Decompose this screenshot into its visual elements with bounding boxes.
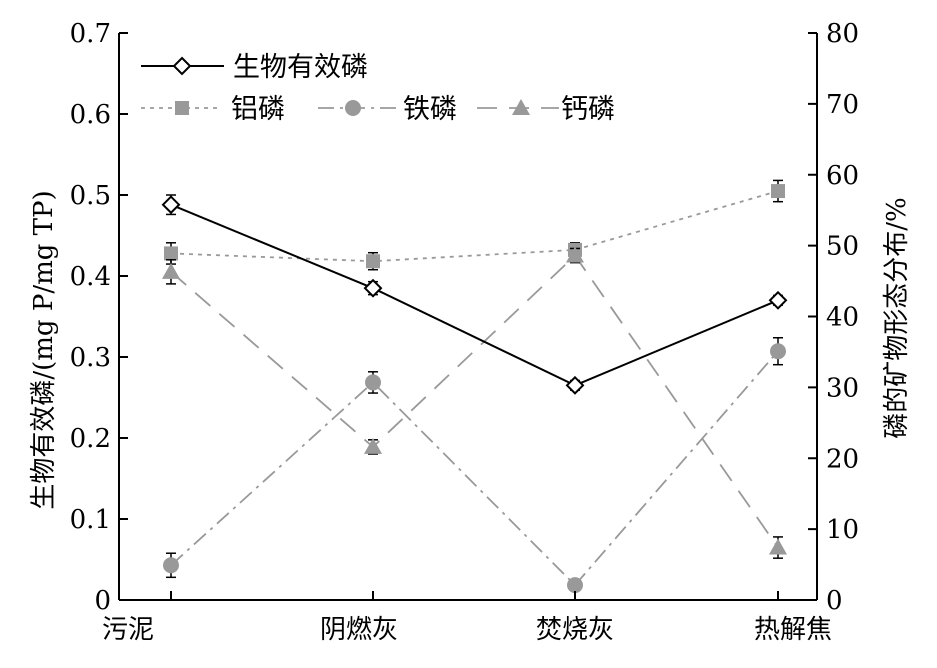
- legend-marker: [512, 99, 530, 115]
- x-tick-label: 阴燃灰: [320, 615, 398, 645]
- data-point: [365, 374, 381, 391]
- left-tick-label: 0.1: [70, 505, 111, 535]
- plot-area: [161, 179, 788, 594]
- series-line: [170, 350, 779, 587]
- data-point: [566, 246, 584, 263]
- right-tick-label: 0: [826, 586, 843, 616]
- right-tick-label: 30: [826, 373, 859, 403]
- right-tick-label: 60: [826, 161, 859, 191]
- legend-label: 铁磷: [403, 94, 457, 125]
- left-tick-label: 0.5: [70, 181, 111, 211]
- data-point: [163, 557, 179, 574]
- right-tick-label: 20: [826, 444, 859, 474]
- data-point: [162, 262, 180, 279]
- x-tick-label: 污泥: [102, 615, 154, 645]
- left-tick-label: 0.2: [70, 424, 111, 454]
- data-point: [164, 246, 178, 261]
- data-point: [770, 343, 786, 360]
- right-tick-label: 80: [826, 19, 859, 49]
- axes: 0 0.1 0.2 0.3 0.4 0.5 0.6 0.7 0 10 20 30 40 50 60 70 80 污…: [70, 19, 859, 645]
- series-生物有效磷: [161, 194, 788, 395]
- series-铁磷: [163, 337, 786, 594]
- right-tick-label: 10: [826, 515, 859, 545]
- data-point: [771, 184, 785, 199]
- right-tick-label: 50: [826, 232, 859, 262]
- legend-label: 钙磷: [561, 94, 615, 125]
- series-钙磷: [162, 246, 787, 559]
- data-point: [768, 290, 788, 310]
- left-tick-label: 0: [94, 586, 111, 616]
- right-tick-label: 40: [826, 303, 859, 333]
- series-line: [170, 203, 779, 387]
- data-point: [364, 437, 382, 454]
- legend-marker: [175, 101, 189, 115]
- left-axis-title: 生物有效磷/(mg P/mg TP): [29, 190, 59, 509]
- right-tick-label: 70: [826, 90, 859, 120]
- legend-label: 铝磷: [231, 94, 285, 125]
- left-tick-label: 0.7: [70, 19, 111, 49]
- left-tick-label: 0.4: [70, 262, 111, 292]
- legend-marker: [345, 100, 361, 116]
- left-tick-label: 0.3: [70, 343, 111, 373]
- data-point: [366, 254, 380, 269]
- data-point: [565, 375, 585, 395]
- series-铝磷: [164, 179, 785, 271]
- x-tick-label: 焚烧灰: [536, 615, 614, 645]
- legend-label: 生物有效磷: [233, 52, 368, 83]
- series-line: [170, 190, 779, 263]
- series-line: [170, 254, 779, 549]
- data-point: [769, 538, 787, 555]
- data-point: [161, 195, 181, 215]
- right-axis-title: 磷的矿物形态分布/%: [882, 197, 912, 438]
- data-point: [567, 577, 583, 594]
- x-tick-label: 热解焦: [754, 615, 832, 645]
- legend-marker: [172, 56, 192, 76]
- left-tick-label: 0.6: [70, 100, 111, 130]
- data-point: [363, 278, 383, 298]
